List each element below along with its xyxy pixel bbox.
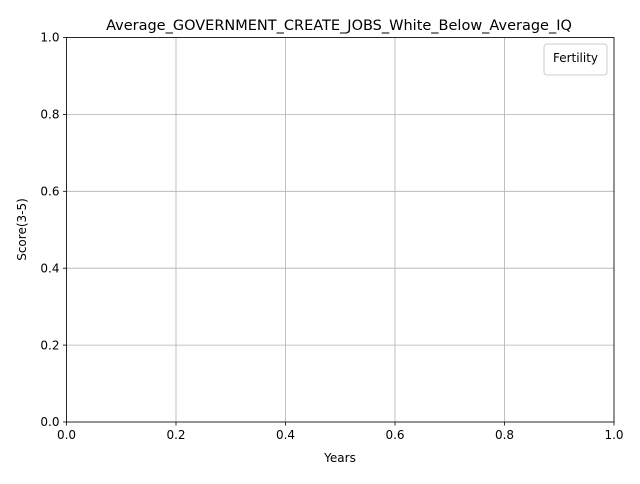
y-axis-label: Score(3-5) <box>15 198 29 261</box>
chart-title: Average_GOVERNMENT_CREATE_JOBS_White_Bel… <box>106 18 572 34</box>
y-tick-label: 0.6 <box>40 185 59 199</box>
x-tick-label: 0.0 <box>57 428 76 442</box>
y-tick-label: 1.0 <box>40 31 59 45</box>
y-tick-label: 0.8 <box>40 108 59 122</box>
y-tick-label: 0.4 <box>40 261 59 275</box>
y-tick-label: 0.0 <box>40 415 59 429</box>
legend: Fertility <box>543 43 608 76</box>
x-tick-label: 0.2 <box>166 428 185 442</box>
plot-area-frame <box>66 37 615 423</box>
x-axis-ticks: 0.0 0.2 0.4 0.6 0.8 1.0 <box>57 422 624 442</box>
x-tick-label: 0.8 <box>495 428 514 442</box>
y-tick-label: 0.2 <box>40 338 59 352</box>
x-tick-label: 0.4 <box>276 428 295 442</box>
legend-title: Fertility <box>553 51 598 65</box>
y-axis-ticks: 0.0 0.2 0.4 0.6 0.8 1.0 <box>40 31 67 429</box>
legend-box <box>543 43 608 76</box>
x-axis-label: Years <box>323 451 356 465</box>
grid <box>66 37 615 423</box>
x-tick-label: 0.6 <box>385 428 404 442</box>
x-tick-label: 1.0 <box>604 428 623 442</box>
